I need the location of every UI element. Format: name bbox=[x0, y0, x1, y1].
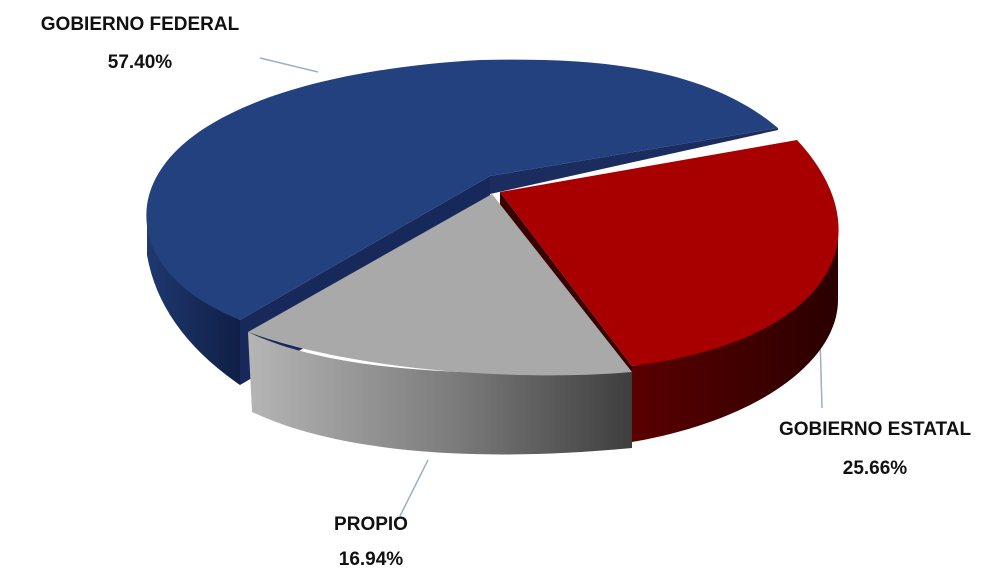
slice-top-propio bbox=[248, 194, 632, 376]
label-propio-percent: 16.94% bbox=[339, 549, 404, 570]
label-federal-percent: 57.40% bbox=[108, 52, 173, 73]
slice-top-estatal bbox=[500, 140, 839, 366]
slice-inner-wall-federal-2 bbox=[490, 128, 778, 194]
label-gobierno-estatal: GOBIERNO ESTATAL 25.66% bbox=[779, 419, 972, 479]
label-estatal-percent: 25.66% bbox=[843, 458, 908, 479]
slice-side-propio bbox=[248, 332, 632, 455]
pie-slice-propio bbox=[248, 194, 632, 455]
slice-top-federal bbox=[146, 59, 778, 321]
leader-line-estatal bbox=[819, 337, 823, 409]
leader-line-propio bbox=[399, 459, 429, 517]
label-propio: PROPIO 16.94% bbox=[334, 514, 408, 570]
label-estatal-name: GOBIERNO ESTATAL bbox=[779, 419, 972, 440]
label-federal-name: GOBIERNO FEDERAL bbox=[41, 14, 240, 35]
label-propio-name: PROPIO bbox=[334, 514, 408, 535]
slice-side-federal bbox=[147, 205, 240, 385]
label-gobierno-federal: GOBIERNO FEDERAL 57.40% bbox=[41, 14, 240, 73]
slice-side-estatal bbox=[632, 225, 839, 442]
leader-line-federal bbox=[259, 57, 319, 73]
